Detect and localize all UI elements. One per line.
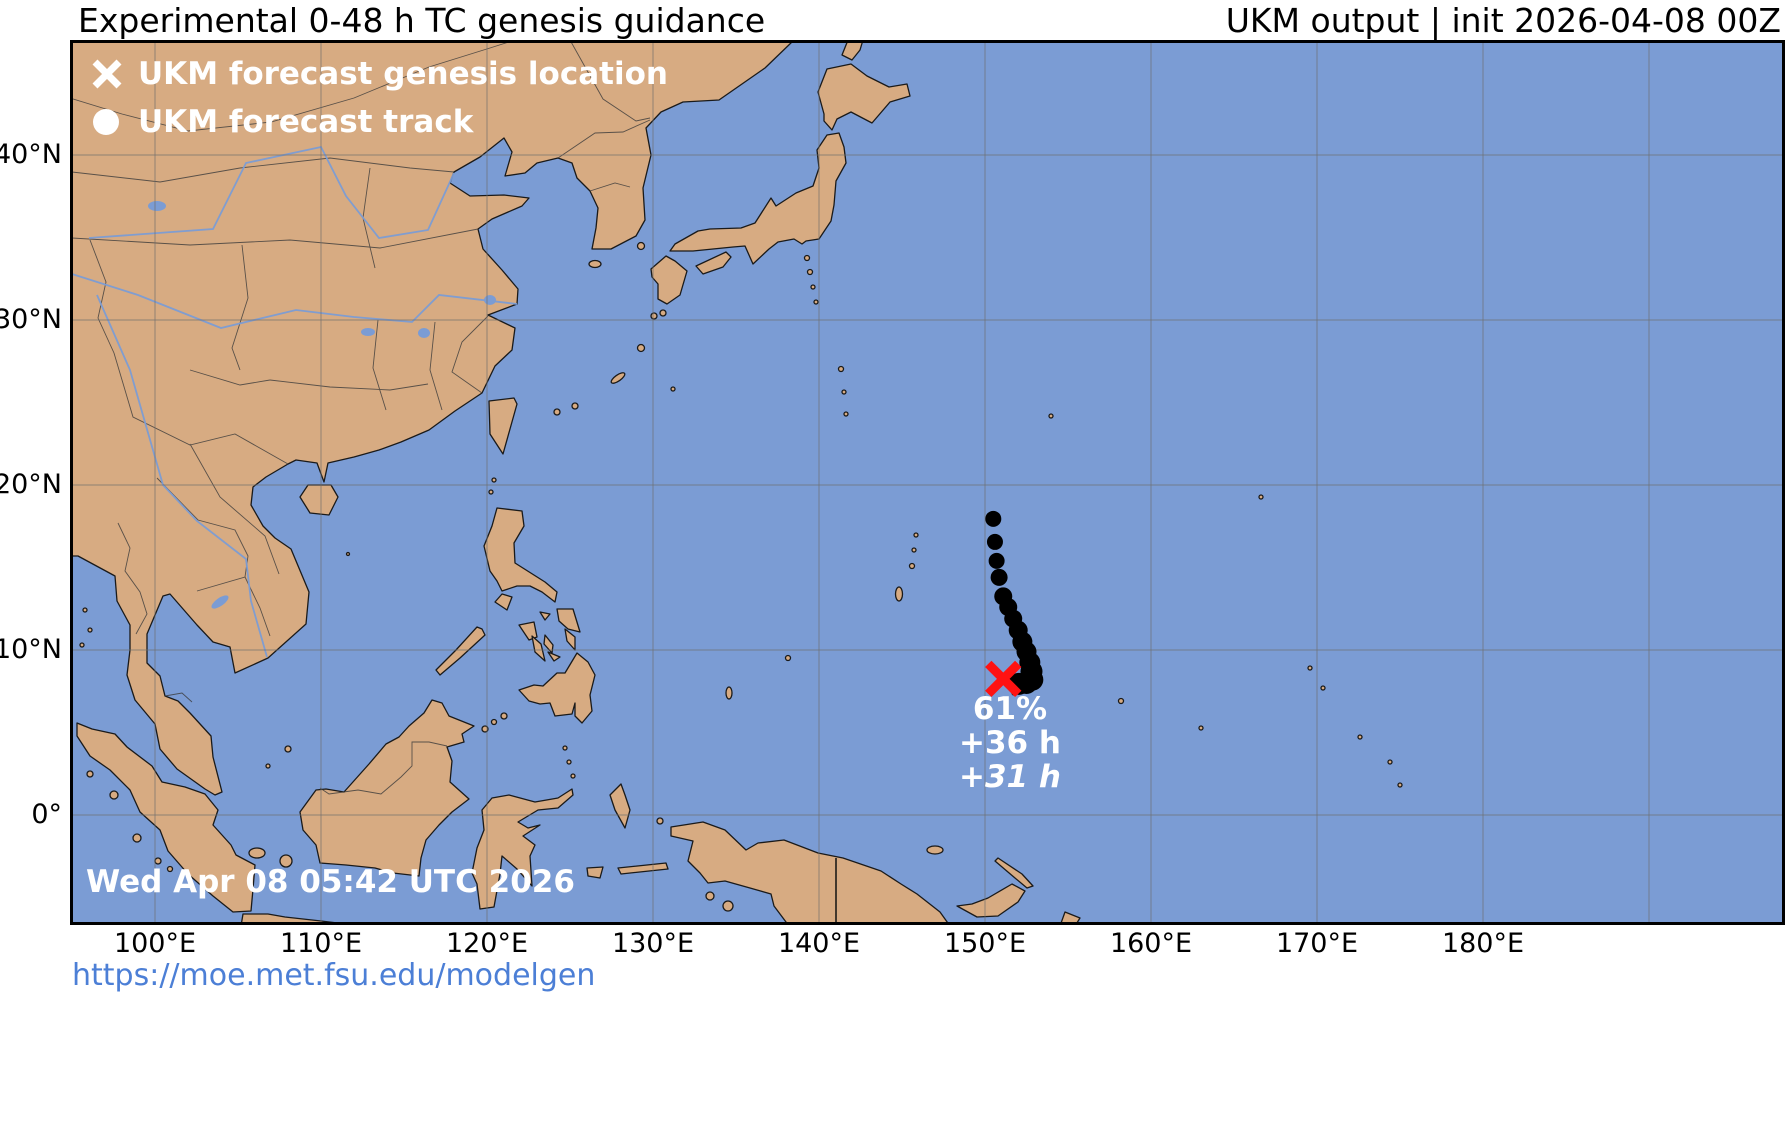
grid-layer	[70, 40, 1785, 925]
track-point	[990, 568, 1008, 586]
forecast-track-layer	[985, 510, 1044, 698]
lakes-rivers	[71, 145, 518, 658]
track-point	[985, 510, 1002, 527]
lon-tick-label: 120°E	[445, 928, 529, 959]
lat-tick-label: 0°	[31, 799, 62, 830]
legend-item-track: UKM forecast track	[90, 100, 668, 144]
legend-track-label: UKM forecast track	[138, 104, 474, 140]
map-container: UKM forecast genesis location UKM foreca…	[0, 40, 1785, 959]
lon-tick-label: 150°E	[943, 928, 1027, 959]
x-marker-icon	[90, 57, 138, 91]
lon-tick-label: 170°E	[1275, 928, 1359, 959]
admin-borders	[70, 40, 651, 795]
lat-tick-label: 20°N	[0, 469, 62, 500]
map-timestamp: Wed Apr 08 05:42 UTC 2026	[86, 864, 575, 900]
genesis-x-marker	[985, 660, 1022, 698]
legend: UKM forecast genesis location UKM foreca…	[90, 52, 668, 144]
map-frame	[70, 40, 1785, 925]
lon-tick-label: 180°E	[1441, 928, 1525, 959]
model-init-label: UKM output | init 2026-04-08 00Z	[1225, 1, 1781, 40]
genesis-annotation: 61% +36 h +31 h	[915, 692, 1105, 794]
genesis-probability: 61%	[972, 691, 1048, 727]
lon-tick-label: 130°E	[611, 928, 695, 959]
lon-tick-label: 140°E	[777, 928, 861, 959]
legend-item-genesis: UKM forecast genesis location	[90, 52, 668, 96]
page-title: Experimental 0-48 h TC genesis guidance	[78, 1, 766, 40]
track-point	[986, 533, 1003, 550]
genesis-lead-time: +31 h	[959, 759, 1061, 795]
lon-tick-label: 160°E	[1109, 928, 1193, 959]
map-canvas	[70, 40, 1785, 925]
source-url[interactable]: https://moe.met.fsu.edu/modelgen	[72, 958, 596, 993]
lat-tick-label: 30°N	[0, 304, 62, 335]
legend-genesis-label: UKM forecast genesis location	[138, 56, 668, 92]
lat-tick-label: 10°N	[0, 634, 62, 665]
lon-tick-label: 100°E	[113, 928, 197, 959]
circle-marker-icon	[90, 109, 138, 135]
landmasses	[70, 40, 1403, 925]
lon-tick-label: 110°E	[279, 928, 363, 959]
lat-tick-label: 40°N	[0, 139, 62, 170]
track-point	[988, 552, 1005, 569]
valid-lead-time: +36 h	[959, 725, 1061, 761]
